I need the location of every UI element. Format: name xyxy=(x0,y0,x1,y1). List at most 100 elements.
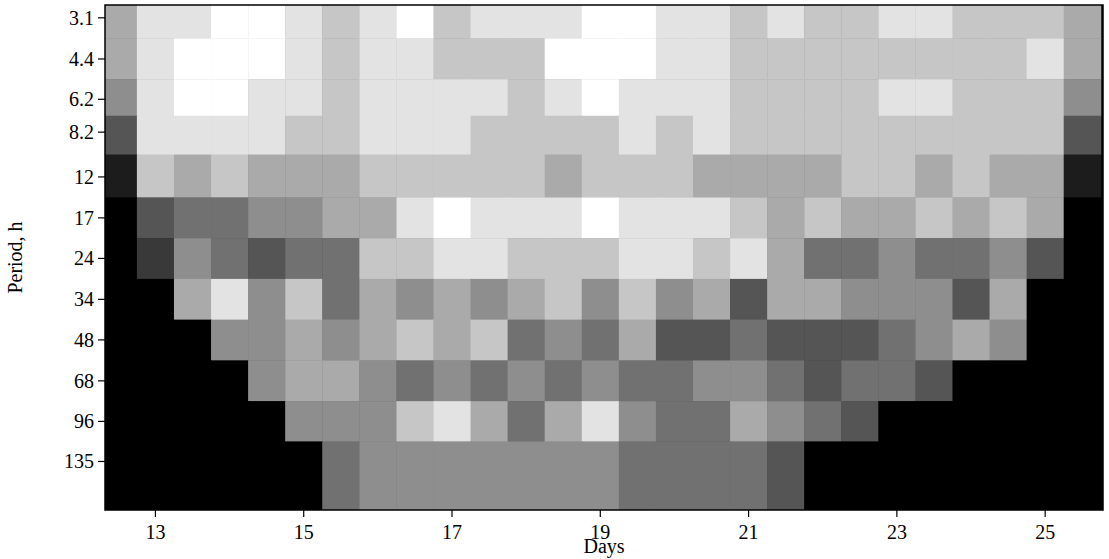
cell xyxy=(804,320,842,361)
cell xyxy=(804,116,842,155)
cell xyxy=(285,155,323,198)
y-tick xyxy=(98,299,105,300)
cell xyxy=(619,79,657,116)
cell xyxy=(322,155,360,198)
cell xyxy=(915,279,953,320)
cell xyxy=(619,238,657,279)
cell xyxy=(322,441,360,510)
cell xyxy=(105,279,137,320)
cell xyxy=(174,197,212,238)
x-tick xyxy=(1045,510,1046,517)
cell xyxy=(471,441,509,510)
y-tick xyxy=(98,461,105,462)
y-tick xyxy=(98,132,105,133)
cell xyxy=(396,360,434,401)
cell xyxy=(211,197,249,238)
cell xyxy=(915,5,953,39)
cell xyxy=(359,401,397,442)
cell xyxy=(211,79,249,116)
cell xyxy=(582,155,620,198)
cell xyxy=(619,197,657,238)
cell xyxy=(248,360,286,401)
cell xyxy=(804,38,842,79)
cell xyxy=(878,79,916,116)
y-tick xyxy=(98,176,105,177)
cell xyxy=(1064,79,1102,116)
cell xyxy=(322,401,360,442)
cell xyxy=(878,441,916,510)
cell xyxy=(396,441,434,510)
cell xyxy=(285,38,323,79)
cell xyxy=(285,5,323,39)
cell xyxy=(952,238,990,279)
cell xyxy=(841,401,879,442)
cell xyxy=(508,38,546,79)
y-tick-label: 24 xyxy=(74,247,94,269)
cell xyxy=(508,238,546,279)
cell xyxy=(1027,5,1065,39)
cell xyxy=(174,38,212,79)
plot-frame xyxy=(105,5,1103,510)
cell xyxy=(211,38,249,79)
cell xyxy=(915,197,953,238)
cell xyxy=(322,279,360,320)
cell xyxy=(545,5,583,39)
cell xyxy=(990,5,1028,39)
cell xyxy=(878,238,916,279)
x-tick-label: 25 xyxy=(1035,521,1055,543)
cell xyxy=(841,320,879,361)
cell xyxy=(359,155,397,198)
cell xyxy=(915,360,953,401)
cell xyxy=(137,401,175,442)
cell xyxy=(656,401,694,442)
cell xyxy=(433,116,471,155)
cell xyxy=(767,441,805,510)
cell xyxy=(656,5,694,39)
y-tick xyxy=(98,58,105,59)
cell xyxy=(804,401,842,442)
cell xyxy=(433,79,471,116)
cell xyxy=(433,38,471,79)
cell xyxy=(105,116,137,155)
cell xyxy=(105,197,137,238)
x-tick-label: 21 xyxy=(739,521,759,543)
cell xyxy=(105,5,137,39)
cell xyxy=(804,197,842,238)
x-tick xyxy=(303,510,304,517)
cell xyxy=(619,116,657,155)
cell xyxy=(878,116,916,155)
cell xyxy=(174,5,212,39)
cell xyxy=(952,38,990,79)
cell xyxy=(471,155,509,198)
cell xyxy=(619,401,657,442)
cell xyxy=(322,79,360,116)
cell xyxy=(359,360,397,401)
cell xyxy=(656,320,694,361)
cell xyxy=(582,320,620,361)
cell xyxy=(322,197,360,238)
cell xyxy=(582,401,620,442)
cell xyxy=(1027,38,1065,79)
cell xyxy=(433,238,471,279)
cell xyxy=(730,155,768,198)
cell xyxy=(804,441,842,510)
cell xyxy=(137,320,175,361)
cell xyxy=(545,197,583,238)
cell xyxy=(396,279,434,320)
cell xyxy=(990,38,1028,79)
y-tick xyxy=(98,99,105,100)
cell xyxy=(990,197,1028,238)
cell xyxy=(396,197,434,238)
cell xyxy=(804,238,842,279)
cell xyxy=(545,238,583,279)
cell xyxy=(396,5,434,39)
cell xyxy=(841,441,879,510)
cell xyxy=(1027,197,1065,238)
cell xyxy=(804,79,842,116)
cell xyxy=(248,5,286,39)
cell xyxy=(841,238,879,279)
cell xyxy=(767,155,805,198)
cell xyxy=(471,279,509,320)
cell xyxy=(730,401,768,442)
y-tick-label: 8.2 xyxy=(69,121,94,143)
